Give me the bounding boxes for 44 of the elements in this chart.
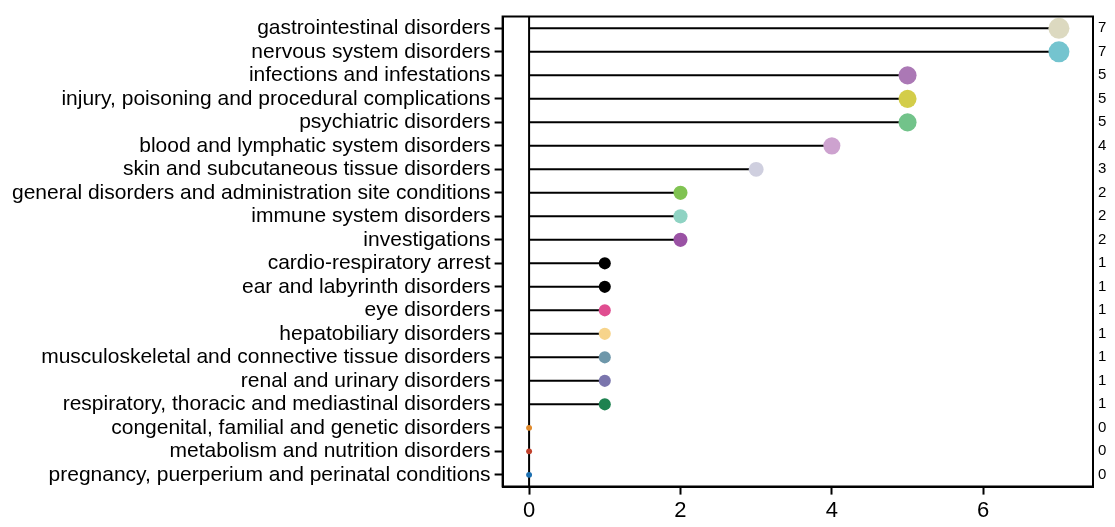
y-tick-label: psychiatric disorders [299, 109, 491, 133]
data-label: 1 [1098, 394, 1107, 412]
y-tick-label: hepatobiliary disorders [279, 320, 491, 344]
data-label: 5 [1098, 112, 1107, 130]
y-tick-label: ear and labyrinth disorders [241, 273, 491, 297]
y-tick-label: renal and urinary disorders [240, 367, 491, 391]
data-label: 1 [1098, 347, 1107, 365]
x-tick-label: 0 [522, 496, 536, 522]
x-tick-label: 2 [674, 496, 687, 522]
y-tick-label: skin and subcutaneous tissue disorders [122, 156, 491, 180]
y-tick-label: musculoskeletal and connective tissue disorders [41, 344, 491, 368]
y-tick-label: injury, poisoning and procedural complications [61, 85, 491, 109]
data-label: 0 [1098, 417, 1107, 435]
y-tick-label: blood and lymphatic system disorders [139, 132, 491, 156]
y-tick-label: congenital, familial and genetic disorders [111, 414, 491, 438]
y-tick-label: gastrointestinal disorders [257, 15, 491, 39]
data-label: 5 [1098, 65, 1107, 83]
y-tick-label: infections and infestations [248, 62, 491, 86]
y-tick-label: pregnancy, puerperium and perinatal conditions [48, 461, 491, 485]
y-tick-label: investigations [363, 226, 491, 250]
data-label: 2 [1098, 182, 1107, 200]
data-label: 3 [1098, 159, 1107, 177]
y-tick-label: immune system disorders [251, 203, 491, 227]
data-label: 2 [1098, 206, 1107, 224]
data-label: 1 [1098, 370, 1107, 388]
data-label: 1 [1098, 300, 1107, 318]
x-tick-label: 6 [977, 496, 990, 522]
data-label: 1 [1098, 276, 1107, 294]
data-label: 0 [1098, 441, 1107, 459]
data-label: 4 [1098, 135, 1107, 153]
y-tick-label: eye disorders [364, 297, 491, 321]
data-label: 1 [1098, 253, 1107, 271]
data-label: 7 [1098, 41, 1107, 59]
y-tick-label: nervous system disorders [251, 38, 491, 62]
y-tick-label: respiratory, thoracic and mediastinal disorders [62, 391, 491, 415]
y-tick-label: metabolism and nutrition disorders [169, 438, 491, 462]
data-label: 7 [1098, 18, 1107, 36]
data-label: 0 [1098, 464, 1107, 482]
data-label: 5 [1098, 88, 1107, 106]
data-label: 2 [1098, 229, 1107, 247]
x-tick-label: 4 [825, 496, 838, 522]
data-label: 1 [1098, 323, 1107, 341]
y-tick-label: general disorders and administration site conditions [11, 179, 491, 203]
y-tick-label: cardio-respiratory arrest [267, 250, 491, 274]
